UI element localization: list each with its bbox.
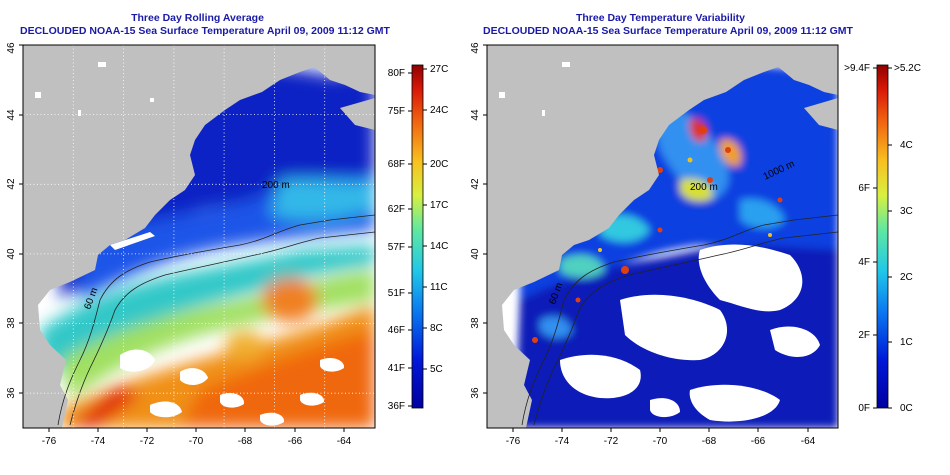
left-cb-f-5: 51F	[388, 288, 405, 299]
left-ytick-0: 36	[6, 387, 17, 399]
right-ytick-0: 36	[470, 387, 481, 399]
left-colorbar	[411, 64, 424, 409]
left-ytick-4: 44	[6, 109, 17, 121]
left-cb-f-3: 62F	[388, 204, 405, 215]
left-ytick-3: 42	[6, 178, 17, 190]
left-title: Three Day Rolling Average	[131, 12, 264, 24]
right-xtick-1: -74	[555, 436, 570, 447]
left-xtick-2: -72	[140, 436, 155, 447]
right-cb-c-3: 2C	[900, 272, 913, 283]
left-cb-f-8: 36F	[388, 401, 405, 412]
right-cb-f-2: 4F	[858, 257, 870, 268]
right-cb-c-4: 1C	[900, 337, 913, 348]
right-contour-200m: 200 m	[690, 182, 718, 193]
left-cb-c-2: 20C	[430, 159, 448, 170]
right-cb-f-3: 2F	[858, 330, 870, 341]
right-xtick-5: -66	[751, 436, 766, 447]
right-xtick-3: -70	[653, 436, 668, 447]
left-xtick-5: -66	[288, 436, 303, 447]
left-cb-c-5: 11C	[430, 282, 448, 293]
right-cb-c-1: 4C	[900, 140, 913, 151]
left-xtick-1: -74	[91, 436, 106, 447]
right-ytick-4: 44	[470, 109, 481, 121]
right-cb-f-0: >9.4F	[844, 63, 870, 74]
left-cb-c-4: 14C	[430, 241, 448, 252]
right-map: 200 m 1000 m	[486, 44, 839, 429]
left-xtick-0: -76	[42, 436, 57, 447]
right-cb-f-4: 0F	[858, 403, 870, 414]
left-ytick-2: 40	[6, 248, 17, 260]
left-subtitle: DECLOUDED NOAA-15 Sea Surface Temperatur…	[20, 25, 390, 37]
left-y-axis	[19, 44, 23, 394]
right-ytick-2: 40	[470, 248, 481, 260]
right-colorbar	[876, 64, 889, 409]
right-xtick-0: -76	[506, 436, 521, 447]
right-subtitle: DECLOUDED NOAA-15 Sea Surface Temperatur…	[483, 25, 853, 37]
left-cb-c-3: 17C	[430, 200, 448, 211]
right-cb-c-2: 3C	[900, 206, 913, 217]
right-xtick-2: -72	[604, 436, 619, 447]
left-grid	[23, 45, 375, 428]
right-cb-f-1: 6F	[858, 183, 870, 194]
right-ytick-3: 42	[470, 178, 481, 190]
left-cb-c-6: 8C	[430, 323, 443, 334]
left-x-axis	[48, 428, 345, 432]
left-cb-f-0: 80F	[388, 68, 405, 79]
left-xtick-3: -70	[189, 436, 204, 447]
left-cb-c-7: 5C	[430, 364, 443, 375]
right-ytick-1: 38	[470, 317, 481, 329]
right-title: Three Day Temperature Variability	[575, 12, 746, 24]
left-cb-f-6: 46F	[388, 325, 405, 336]
left-cb-f-1: 75F	[388, 106, 405, 117]
left-cb-f-7: 41F	[388, 363, 405, 374]
right-cb-c-5: 0C	[900, 403, 913, 414]
left-contour-200m: 200 m	[262, 180, 290, 191]
right-y-axis	[483, 44, 487, 394]
left-map: 60 m	[22, 44, 376, 429]
right-land	[487, 45, 824, 428]
right-ytick-5: 46	[470, 42, 481, 54]
left-ytick-5: 46	[6, 42, 17, 54]
right-xtick-6: -64	[801, 436, 816, 447]
right-cb-c-0: >5.2C	[894, 63, 921, 74]
left-ytick-1: 38	[6, 317, 17, 329]
left-cb-f-4: 57F	[388, 242, 405, 253]
left-land	[23, 45, 360, 428]
left-xtick-6: -64	[337, 436, 352, 447]
left-colorbar-ticks	[408, 68, 427, 407]
left-cb-c-0: 27C	[430, 64, 448, 75]
left-xtick-4: -68	[238, 436, 253, 447]
left-cb-c-1: 24C	[430, 105, 448, 116]
left-cb-f-2: 68F	[388, 159, 405, 170]
right-x-axis	[512, 428, 809, 432]
right-colorbar-ticks	[873, 67, 892, 409]
right-xtick-4: -68	[702, 436, 717, 447]
